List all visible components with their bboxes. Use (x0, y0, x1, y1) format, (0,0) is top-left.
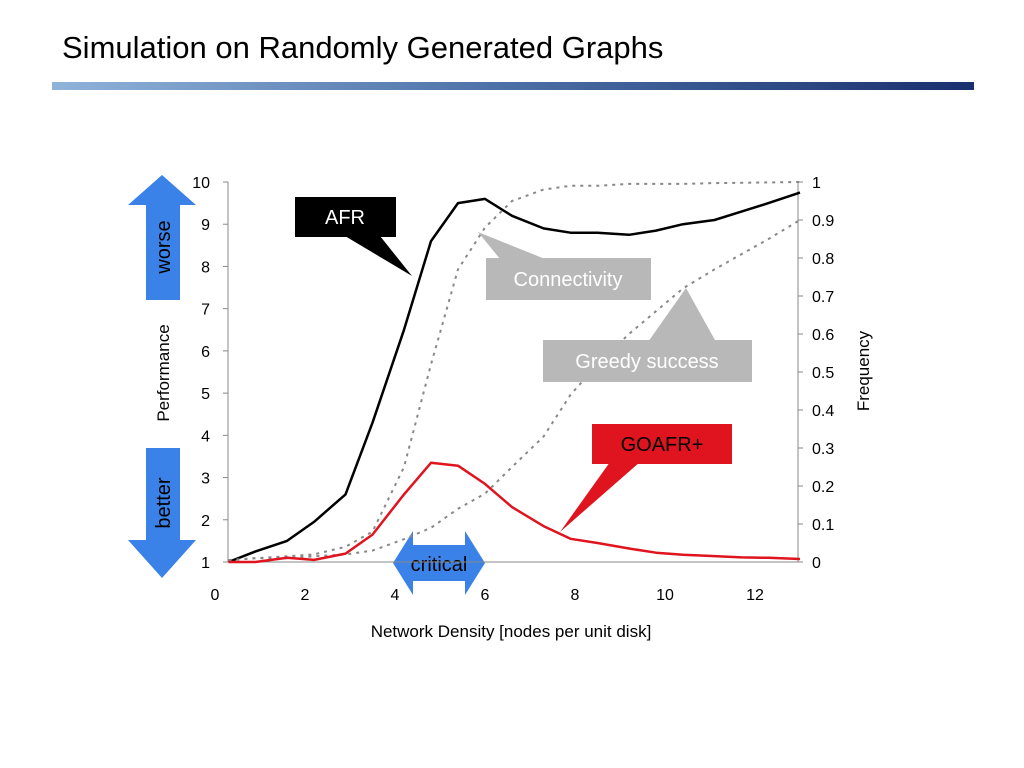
y-left-tick-label: 6 (201, 344, 210, 361)
y-right-tick-label: 0.4 (812, 403, 834, 420)
y-left-tick-label: 5 (201, 386, 210, 403)
series-line-goafr (228, 461, 801, 564)
x-tick-label: 0 (211, 587, 220, 604)
y-left-tick-label: 4 (201, 428, 210, 445)
y-right-tick-label: 1 (812, 175, 821, 192)
y-right-tick-label: 0.1 (812, 517, 834, 534)
x-tick-label: 12 (746, 587, 764, 604)
callout-greedy-label: Greedy success (575, 351, 718, 373)
y-left-tick-label: 8 (201, 259, 210, 276)
x-tick-label: 8 (571, 587, 580, 604)
worse-arrow-shape (128, 175, 196, 300)
y-axis-left-title: Performance (154, 324, 173, 421)
better-arrow-shape (128, 448, 196, 578)
y-left-tick-label: 10 (192, 175, 210, 192)
callout-greedy-pointer (648, 288, 716, 342)
slide-title: Simulation on Randomly Generated Graphs (62, 30, 664, 65)
y-right-tick-label: 0.3 (812, 441, 834, 458)
series-line-connectivity (228, 181, 801, 562)
title-accent-bar (52, 82, 974, 90)
callout-afr-pointer (345, 236, 412, 276)
callout-afr-box (295, 197, 396, 237)
callout-goafr: GOAFR+ (560, 424, 732, 532)
better-arrow-label: better (153, 477, 175, 528)
worse-arrow: worse (128, 175, 196, 300)
x-tick-label: 4 (391, 587, 400, 604)
y-left-tick-label: 9 (201, 217, 210, 234)
series-layer (228, 181, 801, 564)
callout-goafr-label: GOAFR+ (621, 434, 704, 456)
critical-arrow-label: critical (411, 554, 468, 576)
x-axis-title: Network Density [nodes per unit disk] (371, 622, 652, 641)
y-right-tick-label: 0 (812, 555, 821, 572)
worse-arrow-label: worse (153, 220, 175, 274)
y-right-tick-label: 0.2 (812, 479, 834, 496)
y-left-tick-label: 1 (201, 555, 210, 572)
callout-afr: AFR (295, 197, 412, 276)
callout-goafr-pointer (560, 462, 640, 532)
x-tick-label: 6 (481, 587, 490, 604)
callout-goafr-box (592, 424, 732, 464)
series-line-afr (228, 191, 801, 564)
callout-greedy-box (543, 340, 752, 382)
critical-arrow-shape (393, 531, 485, 595)
callout-connectivity: Connectivity (478, 232, 651, 300)
y-right-tick-label: 0.7 (812, 289, 834, 306)
callout-connectivity-box (486, 258, 651, 300)
y-right-tick-label: 0.8 (812, 251, 834, 268)
callout-connectivity-pointer (478, 232, 545, 259)
x-tick-label: 10 (656, 587, 674, 604)
critical-arrow: critical (393, 531, 485, 595)
y-left-tick-label: 7 (201, 302, 210, 319)
y-right-tick-label: 0.6 (812, 327, 834, 344)
callout-connectivity-label: Connectivity (514, 269, 623, 291)
callout-afr-label: AFR (325, 207, 365, 229)
y-left-tick-label: 2 (201, 513, 210, 530)
y-right-tick-label: 0.5 (812, 365, 834, 382)
axes: 1234567891000.10.20.30.40.50.60.70.80.91… (192, 175, 834, 604)
y-right-tick-label: 0.9 (812, 213, 834, 230)
better-arrow: better (128, 448, 196, 578)
series-line-greedy-success (228, 219, 801, 562)
x-tick-label: 2 (301, 587, 310, 604)
y-axis-right-title: Frequency (854, 330, 873, 411)
callout-greedy: Greedy success (543, 288, 752, 382)
y-left-tick-label: 3 (201, 471, 210, 488)
